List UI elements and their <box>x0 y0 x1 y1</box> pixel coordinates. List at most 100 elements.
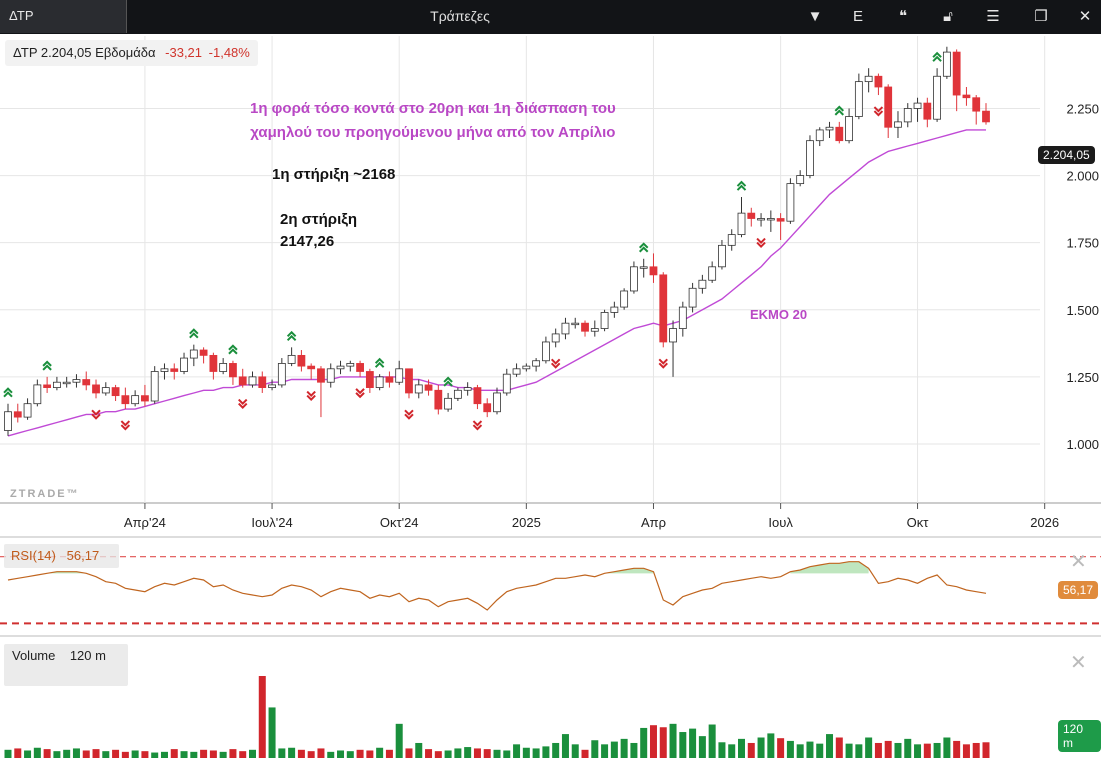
volume-bar <box>278 748 286 758</box>
annotation-line-2: χαμηλού του προηγούμενου μήνα από τον Απ… <box>250 124 616 141</box>
close-icon[interactable]: ✕ <box>1078 8 1092 25</box>
candle-body <box>522 365 531 370</box>
candle <box>43 376 52 393</box>
candle-body <box>483 403 492 413</box>
candle <box>590 320 599 337</box>
volume-bar <box>473 748 481 758</box>
candle-body <box>189 349 198 359</box>
volume-bar <box>72 748 80 758</box>
volume-bar <box>141 751 149 758</box>
menu-icon[interactable]: ☰ <box>986 8 1000 25</box>
x-tick-label: Οκτ <box>907 515 930 530</box>
volume-bar <box>33 747 41 758</box>
candle <box>747 207 756 227</box>
x-tick-label: Οκτ'24 <box>380 515 419 530</box>
candle-body <box>796 175 805 185</box>
volume-bar <box>513 744 521 758</box>
y-tick-label: 1.750 <box>1066 236 1099 251</box>
candle <box>13 403 22 423</box>
volume-bar <box>816 743 824 758</box>
volume-bar <box>855 744 863 758</box>
candle <box>718 239 726 270</box>
candle <box>493 387 501 415</box>
volume-bar <box>767 733 775 758</box>
candle-body <box>375 376 384 388</box>
candle <box>385 371 394 388</box>
y-tick-label: 2.250 <box>1066 101 1099 116</box>
restore-icon[interactable]: ❐ <box>1034 8 1048 25</box>
candle <box>659 272 668 348</box>
volume-legend[interactable]: Volume 120 m <box>4 644 128 686</box>
volume-bar <box>219 751 227 758</box>
candle <box>561 317 570 340</box>
volume-bar <box>14 748 22 758</box>
volume-bar <box>395 723 403 758</box>
volume-bar <box>620 738 628 758</box>
candle-body <box>923 102 932 120</box>
rsi-legend[interactable]: RSI(14) 56,17 <box>4 544 119 568</box>
volume-bar <box>190 751 198 758</box>
change-value: -33,21 <box>165 45 203 60</box>
candle-body <box>219 363 228 372</box>
price-pill: 2.204,05 <box>1038 146 1095 164</box>
candle <box>414 379 423 399</box>
volume-bar <box>317 748 325 758</box>
volume-bar <box>288 747 296 758</box>
lock-icon[interactable]: 🔓︎ <box>943 8 953 25</box>
candle <box>600 309 609 332</box>
volume-bar <box>170 749 178 758</box>
candle-body <box>53 381 61 388</box>
candle-body <box>962 94 971 99</box>
signal-down-icon <box>873 106 884 117</box>
candle <box>346 360 355 372</box>
volume-value: 120 m <box>69 648 106 663</box>
y-tick-label: 2.000 <box>1066 169 1099 184</box>
e-icon[interactable]: E <box>852 8 863 25</box>
candle <box>209 352 218 380</box>
candle <box>463 382 472 396</box>
rsi-line <box>7 561 987 611</box>
candle <box>952 49 961 112</box>
volume-bar <box>200 749 208 758</box>
volume-bar <box>151 752 159 758</box>
window-titlebar: ΔΤΡ Τράπεζες ▼ E ❝ 🔓︎ ☰ ❐ ✕ <box>0 0 1101 34</box>
candle <box>874 73 883 96</box>
candle-body <box>571 322 580 326</box>
volume-bar <box>894 742 902 758</box>
candle-body <box>913 102 922 109</box>
annotation-ema: ΕΚΜΟ 20 <box>750 307 808 322</box>
chevron-down-icon[interactable]: ▼ <box>807 8 823 25</box>
candle-body <box>33 384 42 405</box>
candle-body <box>649 266 658 276</box>
signal-up-icon <box>189 328 199 339</box>
tab-symbol[interactable]: ΔΤΡ <box>0 0 127 33</box>
close-volume-icon[interactable]: ✕ <box>1070 652 1087 674</box>
candle <box>62 376 71 388</box>
candle-body <box>385 376 394 383</box>
volume-bar <box>689 728 697 758</box>
volume-bar <box>914 744 922 758</box>
candle <box>678 301 687 337</box>
volume-bar <box>718 742 726 758</box>
candle-body <box>542 341 550 362</box>
volume-bar <box>268 707 276 758</box>
candle <box>982 103 990 125</box>
candle <box>923 97 932 128</box>
candle <box>776 213 785 240</box>
volume-bar <box>92 749 100 758</box>
volume-bar <box>503 750 511 758</box>
candle <box>864 68 873 93</box>
candle <box>4 403 12 436</box>
close-rsi-icon[interactable]: ✕ <box>1070 551 1087 573</box>
candle-body <box>600 312 609 329</box>
candle-body <box>727 234 736 246</box>
y-tick-label: 1.000 <box>1066 437 1099 452</box>
volume-bar <box>464 747 472 758</box>
volume-bar <box>483 749 491 758</box>
volume-bar <box>581 749 589 758</box>
volume-bar <box>659 727 667 758</box>
quote-icon[interactable]: ❝ <box>898 8 908 25</box>
candle <box>356 360 364 377</box>
volume-bar <box>346 751 354 758</box>
